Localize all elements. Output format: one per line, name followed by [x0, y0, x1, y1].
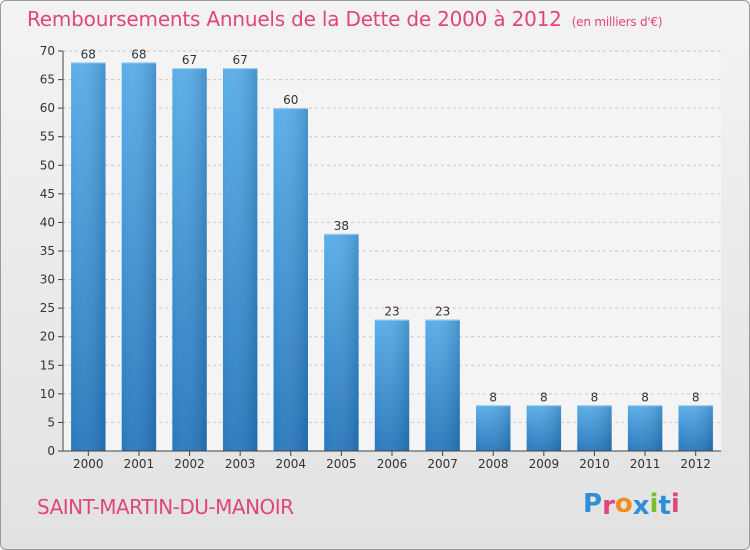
bar-shade: [526, 405, 562, 451]
x-tick-label: 2006: [377, 457, 408, 471]
bar-shade: [273, 108, 308, 452]
x-tick-label: 2003: [225, 457, 256, 471]
bar-shade: [121, 62, 157, 452]
y-tick-label: 0: [47, 444, 55, 458]
y-tick-label: 35: [40, 244, 55, 258]
x-tick-label: 2007: [427, 457, 458, 471]
x-tick-label: 2001: [124, 457, 155, 471]
logo-letter: t: [658, 491, 671, 521]
data-label: 8: [641, 390, 649, 404]
y-tick-label: 70: [40, 44, 55, 58]
chart-unit-label: (en milliers d'€): [571, 15, 663, 29]
y-tick-label: 60: [40, 101, 55, 115]
commune-name: SAINT-MARTIN-DU-MANOIR: [37, 495, 294, 519]
logo-letter: r: [602, 491, 615, 521]
data-label: 67: [182, 53, 197, 67]
logo-letter: i: [649, 489, 659, 519]
x-tick-label: 2009: [529, 457, 560, 471]
x-axis: 2000 2001 2002 2003 2004 2005 2006 2007 2008 2009…: [63, 450, 721, 471]
data-label: 68: [81, 47, 96, 61]
logo-letter: x: [632, 491, 650, 521]
data-label: 67: [233, 53, 248, 67]
y-tick-label: 55: [40, 130, 55, 144]
data-label: 23: [435, 305, 450, 319]
y-tick-label: 30: [40, 273, 55, 287]
logo-letter: o: [614, 489, 633, 519]
bar-shade: [222, 68, 258, 452]
x-tick-label: 2010: [579, 457, 610, 471]
proxiti-logo[interactable]: Proxiti: [583, 489, 680, 521]
x-tick-label: 2011: [630, 457, 661, 471]
x-tick-label: 2005: [326, 457, 357, 471]
bars: 68 68 67 67 60 38 23 23 8 8 8 8 8: [71, 47, 713, 452]
y-axis: 0 5 10 15 20 25 30 35 40 45 50 55 60 65 70: [40, 44, 64, 458]
x-tick-label: 2002: [174, 457, 205, 471]
y-tick-label: 65: [40, 73, 55, 87]
bar-shade: [425, 319, 460, 451]
bar-shade: [324, 233, 359, 451]
y-tick-label: 25: [40, 301, 55, 315]
y-tick-label: 15: [40, 358, 55, 372]
bar-shade: [476, 405, 511, 451]
logo-letter: i: [670, 489, 680, 519]
bar-shade: [71, 62, 106, 452]
y-tick-label: 40: [40, 215, 55, 229]
y-tick-label: 10: [40, 387, 55, 401]
chart-title-text: Remboursements Annuels de la Dette de 20…: [27, 7, 562, 31]
bar-shade: [172, 68, 207, 452]
data-label: 8: [591, 390, 599, 404]
data-label: 8: [489, 390, 497, 404]
y-tick-label: 20: [40, 330, 55, 344]
bar-shade: [678, 405, 713, 451]
bar-shade: [374, 319, 410, 451]
data-label: 8: [692, 390, 700, 404]
data-label: 60: [283, 93, 298, 107]
data-label: 8: [540, 390, 548, 404]
data-label: 68: [131, 47, 146, 61]
y-tick-label: 45: [40, 187, 55, 201]
bar-shade: [577, 405, 612, 451]
chart-title: Remboursements Annuels de la Dette de 20…: [27, 7, 663, 31]
y-tick-label: 50: [40, 158, 55, 172]
data-label: 23: [384, 305, 399, 319]
data-label: 38: [334, 219, 349, 233]
x-tick-label: 2000: [73, 457, 104, 471]
x-tick-label: 2008: [478, 457, 509, 471]
logo-letter: P: [583, 489, 603, 519]
x-tick-label: 2012: [680, 457, 711, 471]
y-tick-label: 5: [47, 415, 55, 429]
x-tick-label: 2004: [275, 457, 306, 471]
bar-shade: [627, 405, 663, 451]
